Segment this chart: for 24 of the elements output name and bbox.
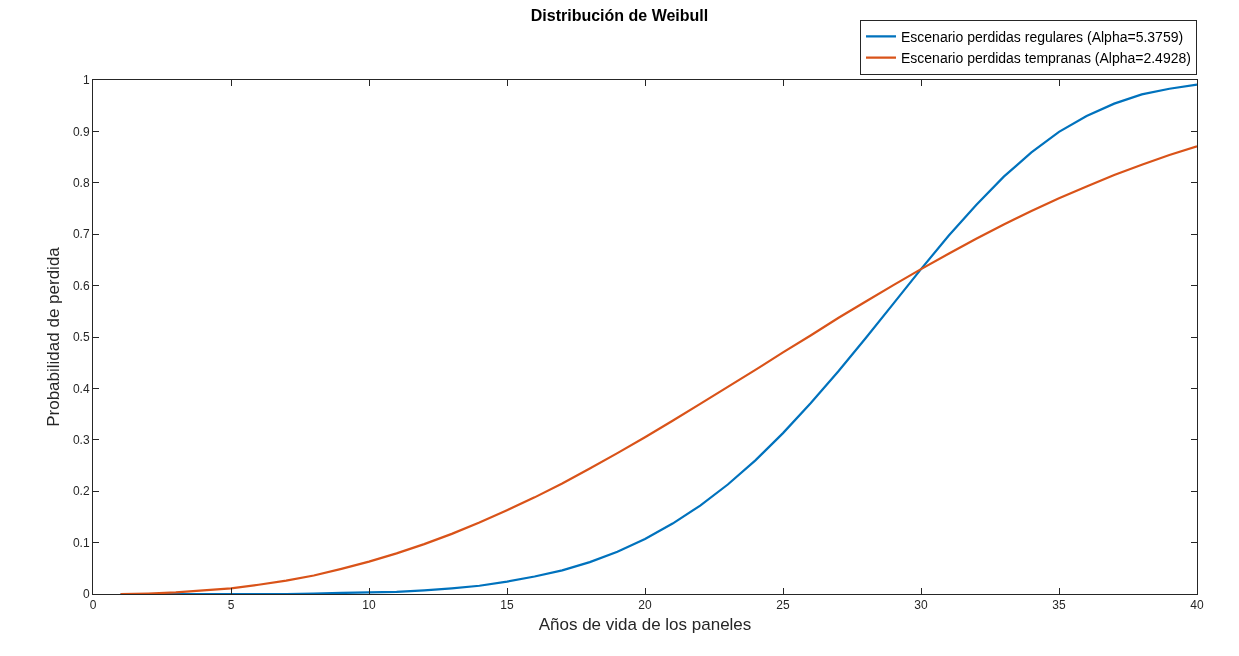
- y-tick-label: 0.4: [72, 381, 90, 396]
- y-axis-title: Probabilidad de perdida: [44, 246, 64, 427]
- x-tick-label: 30: [914, 598, 928, 613]
- y-tick-label: 0.2: [72, 484, 90, 499]
- legend-label: Escenario perdidas regulares (Alpha=5.3759): [901, 28, 1184, 45]
- y-tick-label: 1: [82, 73, 90, 88]
- chart-title: Distribución de Weibull: [530, 7, 709, 25]
- y-tick-label: 0.6: [72, 278, 90, 293]
- x-tick-label: 35: [1052, 598, 1066, 613]
- y-tick-label: 0.5: [72, 330, 90, 345]
- x-tick-label: 10: [362, 598, 376, 613]
- x-axis-title: Años de vida de los paneles: [538, 614, 752, 634]
- y-tick-label: 0: [82, 587, 90, 602]
- x-tick-label: 40: [1190, 598, 1204, 613]
- y-tick-label: 0.8: [72, 176, 90, 190]
- y-tick-label: 0.7: [72, 227, 90, 242]
- x-tick-label: 20: [638, 598, 652, 613]
- legend-label: Escenario perdidas tempranas (Alpha=2.4928): [901, 50, 1191, 67]
- y-tick-label: 0.3: [72, 433, 90, 447]
- x-tick-label: 25: [776, 598, 790, 613]
- y-tick-label: 0.9: [72, 124, 90, 139]
- x-tick-label: 15: [500, 598, 514, 613]
- y-tick-label: 0.1: [72, 535, 90, 550]
- x-tick-label: 5: [227, 598, 235, 613]
